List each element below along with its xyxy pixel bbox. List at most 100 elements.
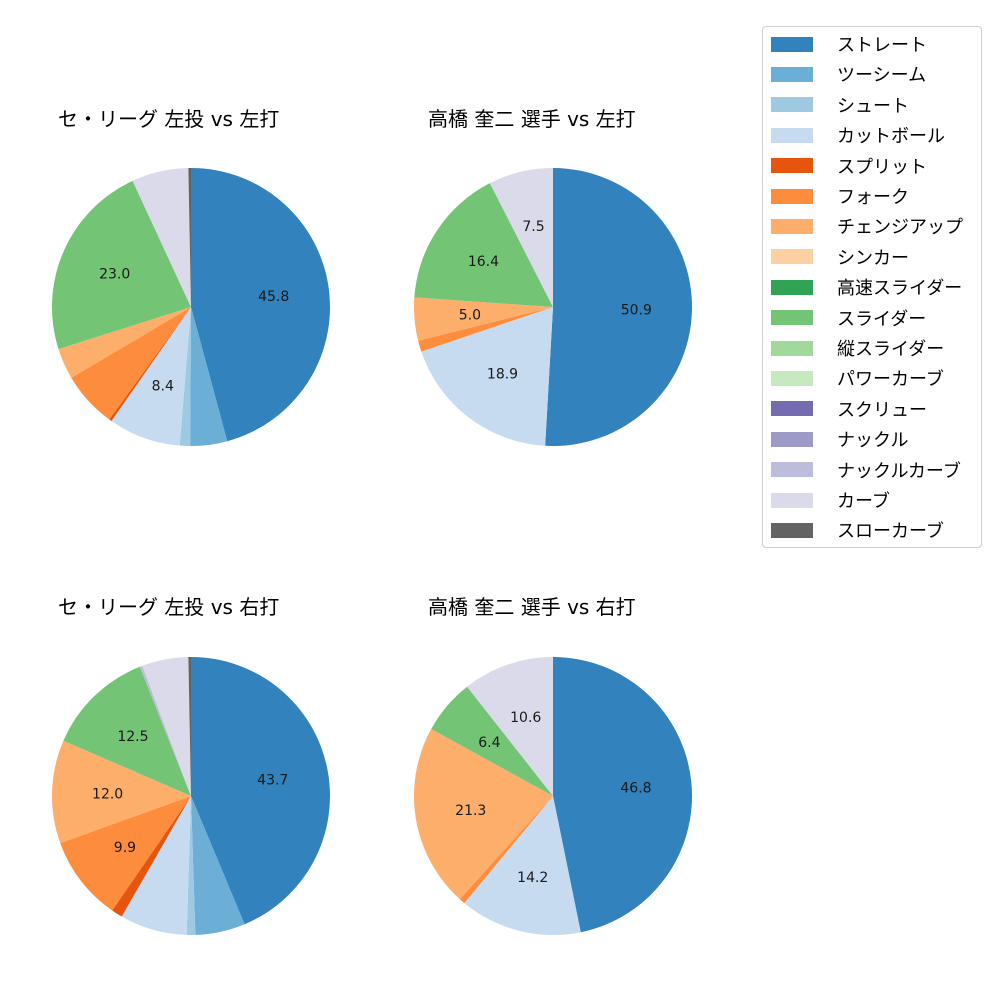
legend-item: フォーク [771, 185, 909, 208]
chart-title: セ・リーグ 左投 vs 左打 [58, 107, 280, 131]
pie-slice [63, 666, 191, 796]
legend-label: スクリュー [837, 399, 927, 421]
pie-slice [464, 796, 581, 935]
slice-label: 12.5 [117, 729, 148, 745]
legend-swatch [771, 158, 813, 174]
pie-slice [459, 796, 553, 904]
slice-label: 14.2 [517, 870, 548, 886]
pie-slice [112, 796, 191, 917]
pie-slice [467, 657, 553, 796]
slice-label: 5.0 [459, 307, 481, 323]
legend-item: チェンジアップ [771, 215, 963, 239]
legend-item: スクリュー [771, 398, 927, 421]
slice-label: 21.3 [455, 803, 486, 819]
legend-item: スプリット [771, 155, 927, 178]
slice-label: 10.6 [510, 710, 541, 726]
legend-item: シンカー [771, 246, 909, 269]
legend-label: フォーク [837, 187, 909, 208]
slice-label: 16.4 [468, 254, 499, 270]
legend-swatch [771, 431, 813, 447]
legend-swatch [771, 127, 813, 143]
pie-slice [188, 657, 191, 796]
legend-label: パワーカーブ [837, 369, 944, 391]
pie-slice [121, 796, 191, 935]
slice-label: 43.7 [257, 773, 288, 789]
legend-swatch [771, 249, 813, 265]
legend-swatch [771, 370, 813, 386]
legend-label: スローカーブ [837, 521, 944, 543]
pie-slice [414, 183, 553, 307]
legend-item: ストレート [771, 33, 927, 56]
pie-slice [186, 796, 196, 935]
pie-slice [191, 168, 331, 442]
legend-label: チェンジアップ [837, 217, 963, 239]
slice-label: 45.8 [258, 289, 289, 305]
legend-swatch [771, 188, 813, 204]
legend-item: スライダー [771, 307, 927, 330]
chart-title: 高橋 奎二 選手 vs 左打 [428, 107, 636, 131]
legend-label: スライダー [837, 308, 927, 330]
pie-slice [142, 657, 191, 796]
pie-slice [418, 307, 553, 352]
legend-label: カーブ [837, 491, 890, 512]
pie-slice [421, 307, 553, 446]
pie-slice [179, 307, 191, 446]
pie-slice [545, 168, 693, 446]
legend-label: スプリット [837, 156, 927, 178]
legend-item: カーブ [771, 489, 890, 512]
pie-slice [414, 297, 553, 341]
legend-item: ナックルカーブ [771, 459, 961, 482]
legend-swatch [771, 97, 813, 113]
slice-label: 23.0 [99, 266, 130, 282]
legend-swatch [771, 340, 813, 356]
pie-slice [52, 180, 192, 350]
legend-item: カットボール [771, 124, 945, 148]
legend-swatch [771, 36, 813, 52]
slice-label: 12.0 [92, 786, 123, 802]
pie-slice [132, 168, 191, 307]
pie-slice [191, 657, 330, 925]
legend-item: ツーシーム [771, 63, 927, 87]
legend-swatch [771, 401, 813, 417]
legend-swatch [771, 218, 813, 234]
legend-item: ナックル [771, 428, 909, 452]
pie-slice [431, 686, 553, 796]
pie-slice [553, 657, 692, 933]
legend-swatch [771, 66, 813, 82]
pie-slice [71, 307, 191, 420]
pie-slice [188, 168, 191, 307]
legend-swatch [771, 310, 813, 326]
chart-title: 高橋 奎二 選手 vs 右打 [428, 595, 636, 619]
slice-label: 7.5 [522, 219, 544, 235]
legend-label: カットボール [837, 126, 945, 148]
legend-item: 高速スライダー [771, 276, 963, 300]
chart-title: セ・リーグ 左投 vs 右打 [58, 595, 280, 619]
pie-slice [414, 729, 553, 900]
legend-swatch [771, 279, 813, 295]
pie-slice [60, 796, 191, 911]
legend-label: ストレート [837, 35, 927, 56]
pie-slice [52, 740, 192, 844]
legend-label: シュート [837, 95, 909, 117]
legend-swatch [771, 522, 813, 538]
legend-label: ナックルカーブ [837, 460, 961, 482]
slice-label: 18.9 [487, 366, 518, 382]
legend-label: 高速スライダー [837, 278, 963, 300]
slice-label: 8.4 [152, 378, 174, 394]
legend-label: ナックル [837, 430, 909, 452]
legend-label: シンカー [837, 247, 909, 269]
legend: ストレートツーシームシュートカットボール スプリットフォークチェンジアップ シンカー… [762, 26, 982, 548]
legend-label: ツーシーム [837, 65, 927, 87]
legend-swatch [771, 462, 813, 478]
slice-label: 46.8 [620, 781, 651, 797]
legend-item: パワーカーブ [771, 367, 944, 391]
pie-slice [111, 307, 191, 446]
slice-label: 9.9 [114, 840, 136, 856]
legend-label: 縦スライダー [837, 339, 945, 360]
legend-item: シュート [771, 94, 909, 117]
pie-slice [58, 307, 191, 378]
